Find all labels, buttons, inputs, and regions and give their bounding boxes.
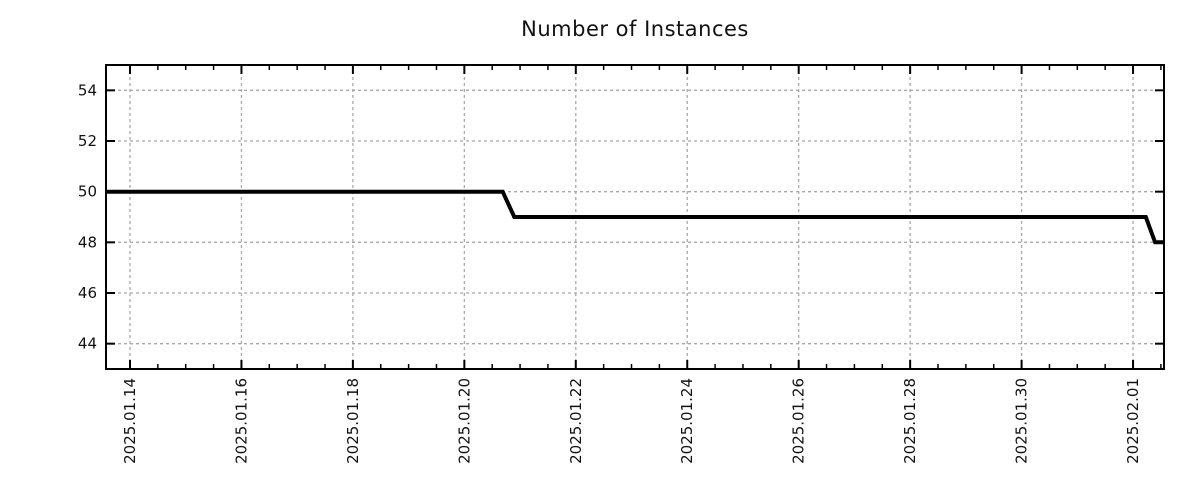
plot-border xyxy=(105,64,1165,370)
y-tick-label: 54 xyxy=(78,81,97,99)
tick-marks xyxy=(106,65,1164,369)
y-tick-label: 50 xyxy=(78,183,97,201)
y-tick-labels: 44 46 48 50 52 54 xyxy=(78,81,97,352)
x-tick-label: 2025.02.01 xyxy=(1124,378,1142,464)
x-tick-labels: 2025.01.14 2025.01.16 2025.01.18 2025.01.20… xyxy=(121,378,1142,464)
x-tick-label: 2025.01.26 xyxy=(790,378,808,464)
x-tick-label: 2025.01.24 xyxy=(678,378,696,464)
x-tick-label: 2025.01.22 xyxy=(567,378,585,464)
y-tick-label: 46 xyxy=(78,284,97,302)
x-tick-label: 2025.01.20 xyxy=(455,378,473,464)
chart-title: Number of Instances xyxy=(521,17,749,41)
x-tick-label: 2025.01.14 xyxy=(121,378,139,464)
y-tick-label: 48 xyxy=(78,233,97,251)
series-line-instances xyxy=(106,189,1164,245)
x-tick-label: 2025.01.16 xyxy=(232,378,250,464)
x-tick-label: 2025.01.28 xyxy=(901,378,919,464)
x-tick-label: 2025.01.30 xyxy=(1013,378,1031,464)
x-tick-label: 2025.01.18 xyxy=(344,378,362,464)
y-tick-label: 52 xyxy=(78,132,97,150)
y-tick-label: 44 xyxy=(78,335,97,353)
